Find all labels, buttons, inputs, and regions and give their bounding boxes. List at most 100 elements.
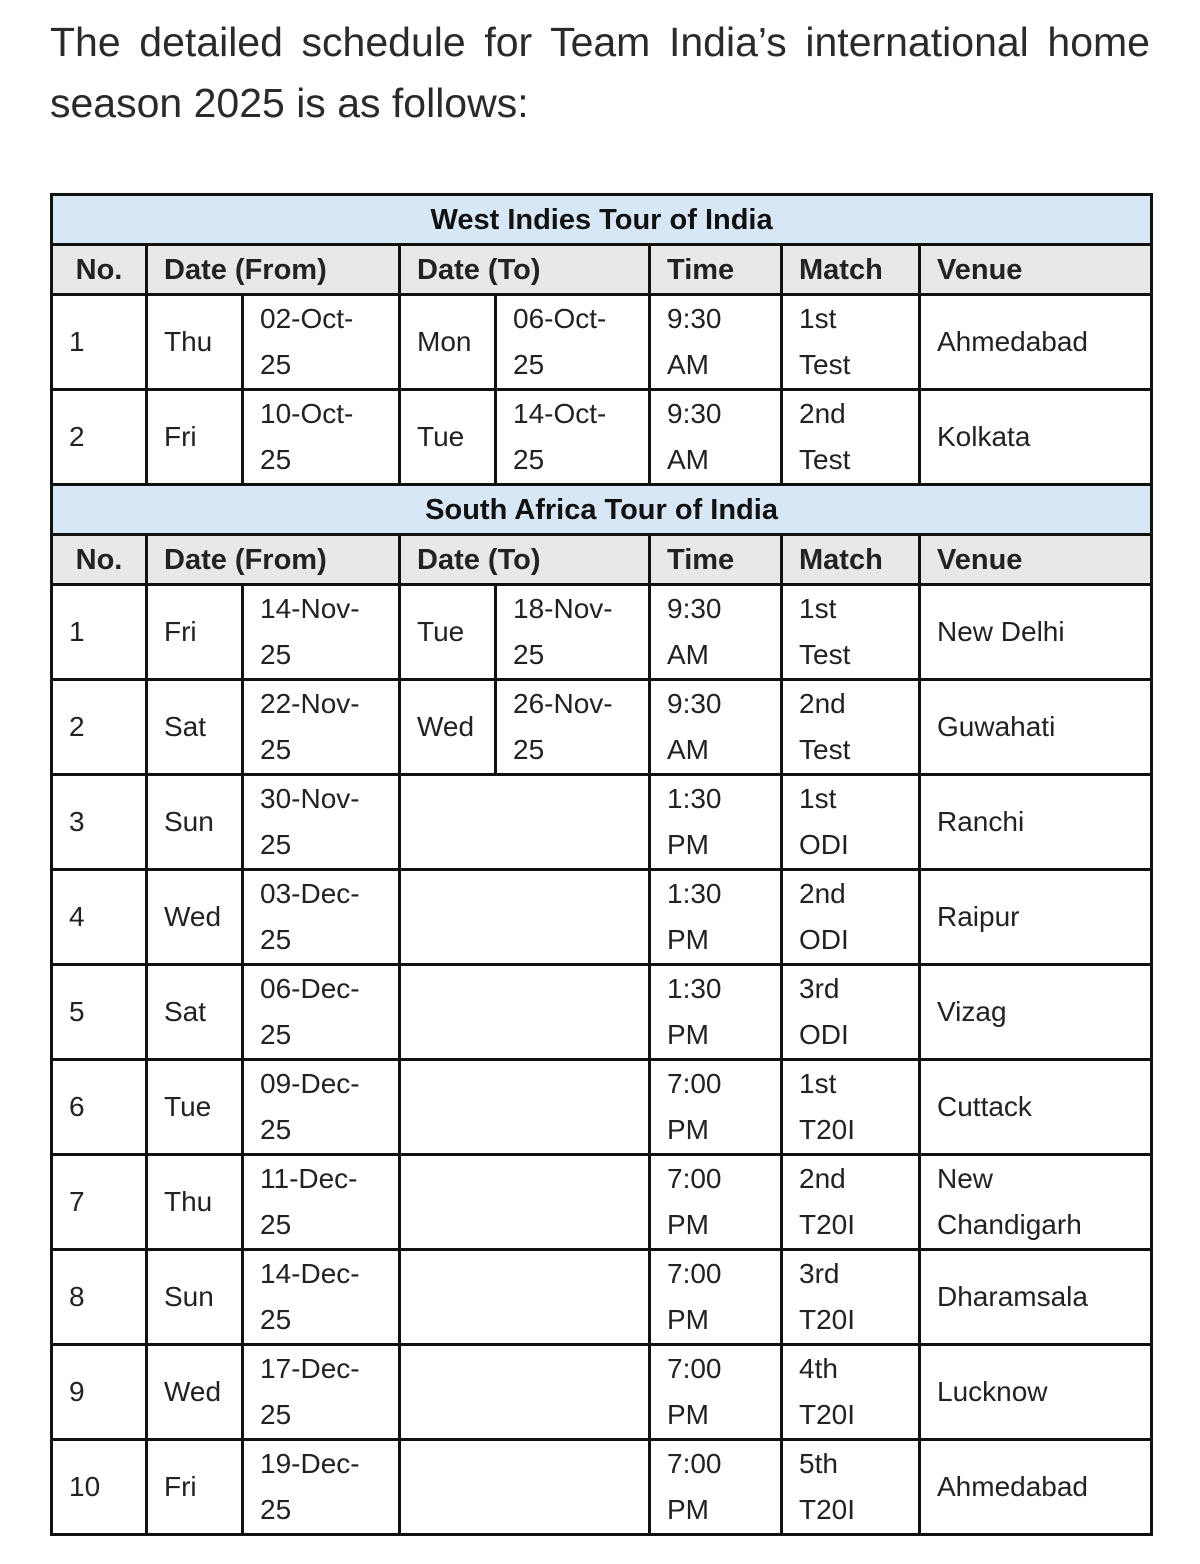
table-row: 2 Fri 10-Oct-25 Tue 14-Oct-25 9:30 AM 2nd Test Ko… xyxy=(50,388,1154,486)
venue: Kolkata xyxy=(917,388,1154,486)
match-time: 7:00 PM xyxy=(648,1248,783,1346)
day-from: Thu xyxy=(145,293,244,391)
day-from: Sun xyxy=(145,1248,244,1346)
match-name: 3rd T20I xyxy=(780,1248,921,1346)
cell-line: PM xyxy=(667,1019,709,1050)
cell-line: 2nd xyxy=(799,398,846,429)
table-row: 8 Sun 14-Dec-25 7:00 PM 3rd T20I Dharamsala xyxy=(50,1248,1154,1346)
date-to-empty xyxy=(398,1438,651,1536)
cell-line: AM xyxy=(667,444,709,475)
cell-line: T20I xyxy=(799,1114,856,1145)
date-from: 06-Dec-25 xyxy=(241,963,401,1061)
match-name: 2nd Test xyxy=(780,388,921,486)
venue: Dharamsala xyxy=(917,1248,1154,1346)
table-row: 4 Wed 03-Dec-25 1:30 PM 2nd ODI Raipur xyxy=(50,868,1154,966)
cell-line: 5th xyxy=(799,1448,838,1479)
cell-line: 7:00 xyxy=(667,1448,722,1479)
tour-title-row: South Africa Tour of India xyxy=(49,483,1154,536)
match-number: 1 xyxy=(50,293,148,391)
cell-line: PM xyxy=(667,1209,709,1240)
date-to-empty xyxy=(398,773,651,871)
tour-title: South Africa Tour of India xyxy=(49,483,1154,536)
date-to-empty xyxy=(398,1153,651,1251)
match-number: 2 xyxy=(50,388,148,486)
cell-line: ODI xyxy=(799,924,849,955)
match-name: 1st T20I xyxy=(780,1058,921,1156)
column-header-date-to: Date (To) xyxy=(398,533,651,586)
cell-line: Test xyxy=(799,734,851,765)
match-number: 1 xyxy=(50,583,148,681)
venue: New Delhi xyxy=(917,583,1154,681)
cell-line: AM xyxy=(667,349,709,380)
cell-line: AM xyxy=(667,639,709,670)
table-row: 2 Sat 22-Nov-25 Wed 26-Nov-25 9:30 AM 2nd Test Gu… xyxy=(50,678,1154,776)
cell-line: 9:30 xyxy=(667,398,722,429)
venue: Raipur xyxy=(917,868,1154,966)
cell-line: 2nd xyxy=(799,878,846,909)
column-header-no: No. xyxy=(50,533,148,586)
day-to: Tue xyxy=(398,388,497,486)
cell-line: PM xyxy=(667,1494,709,1525)
match-number: 3 xyxy=(50,773,148,871)
column-header-match: Match xyxy=(780,533,921,586)
match-time: 7:00 PM xyxy=(648,1343,783,1441)
cell-line: Test xyxy=(799,349,851,380)
match-time: 7:00 PM xyxy=(648,1438,783,1536)
day-from: Sat xyxy=(145,678,244,776)
date-to-empty xyxy=(398,1343,651,1441)
column-header-time: Time xyxy=(648,243,783,296)
cell-line: PM xyxy=(667,1399,709,1430)
date-from: 11-Dec-25 xyxy=(241,1153,401,1251)
date-from: 22-Nov-25 xyxy=(241,678,401,776)
table-row: 9 Wed 17-Dec-25 7:00 PM 4th T20I Lucknow xyxy=(50,1343,1154,1441)
match-name: 2nd ODI xyxy=(780,868,921,966)
cell-line: 7:00 xyxy=(667,1258,722,1289)
cell-line: 4th xyxy=(799,1353,838,1384)
match-time: 7:00 PM xyxy=(648,1058,783,1156)
match-time: 1:30 PM xyxy=(648,868,783,966)
cell-line: 1:30 xyxy=(667,973,722,1004)
match-time: 7:00 PM xyxy=(648,1153,783,1251)
match-time: 9:30 AM xyxy=(648,388,783,486)
cell-line: 9:30 xyxy=(667,303,722,334)
day-from: Tue xyxy=(145,1058,244,1156)
match-time: 9:30 AM xyxy=(648,583,783,681)
cell-line: PM xyxy=(667,1304,709,1335)
table-row: 6 Tue 09-Dec-25 7:00 PM 1st T20I Cuttack xyxy=(50,1058,1154,1156)
match-name: 1st Test xyxy=(780,293,921,391)
date-from: 19-Dec-25 xyxy=(241,1438,401,1536)
cell-line: 1:30 xyxy=(667,783,722,814)
column-header-date-from: Date (From) xyxy=(145,243,401,296)
column-header-row: No. Date (From) Date (To) Time Match Venue xyxy=(50,533,1154,586)
venue: Ranchi xyxy=(917,773,1154,871)
venue: Vizag xyxy=(917,963,1154,1061)
cell-line: T20I xyxy=(799,1304,856,1335)
date-from: 10-Oct-25 xyxy=(241,388,401,486)
day-from: Sun xyxy=(145,773,244,871)
tour-title: West Indies Tour of India xyxy=(49,193,1154,246)
date-to: 26-Nov-25 xyxy=(494,678,651,776)
match-number: 10 xyxy=(50,1438,148,1536)
date-from: 30-Nov-25 xyxy=(241,773,401,871)
day-to: Tue xyxy=(398,583,497,681)
cell-line: T20I xyxy=(799,1209,856,1240)
cell-line: 9:30 xyxy=(667,593,722,624)
date-from: 09-Dec-25 xyxy=(241,1058,401,1156)
cell-line: 1st xyxy=(799,783,837,814)
match-number: 4 xyxy=(50,868,148,966)
cell-line: 7:00 xyxy=(667,1068,722,1099)
date-from: 02-Oct-25 xyxy=(241,293,401,391)
cell-line: 9:30 xyxy=(667,688,722,719)
venue: Cuttack xyxy=(917,1058,1154,1156)
date-to-empty xyxy=(398,868,651,966)
match-name: 1st ODI xyxy=(780,773,921,871)
cell-line: 7:00 xyxy=(667,1163,722,1194)
match-number: 2 xyxy=(50,678,148,776)
table-row: 5 Sat 06-Dec-25 1:30 PM 3rd ODI Vizag xyxy=(50,963,1154,1061)
cell-line: 2nd xyxy=(799,1163,846,1194)
venue: New Chandigarh xyxy=(917,1153,1154,1251)
column-header-no: No. xyxy=(50,243,148,296)
cell-line: 1:30 xyxy=(667,878,722,909)
match-number: 9 xyxy=(50,1343,148,1441)
cell-line: PM xyxy=(667,829,709,860)
